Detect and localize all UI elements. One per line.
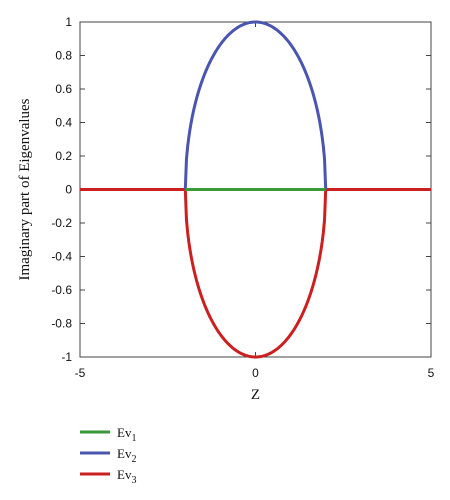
x-tick-label: -5 xyxy=(75,366,86,380)
legend-label-ev3: Ev3 xyxy=(117,467,136,486)
x-tick-label: 5 xyxy=(428,366,435,380)
y-tick-label: 0.4 xyxy=(55,116,72,130)
y-tick-label: -1 xyxy=(61,350,72,364)
y-tick-label: 0 xyxy=(65,183,72,197)
y-tick-label: -0.8 xyxy=(51,317,72,331)
series-ev2-line xyxy=(183,20,328,190)
y-tick-label: -0.6 xyxy=(51,283,72,297)
y-tick-label: 0.2 xyxy=(55,149,72,163)
y-tick-label: -0.2 xyxy=(51,216,72,230)
legend: Ev1 Ev2 Ev3 xyxy=(80,425,136,486)
series-ev3-line xyxy=(80,188,431,359)
legend-label-ev1: Ev1 xyxy=(117,425,136,444)
y-tick-label: -0.4 xyxy=(51,250,72,264)
y-tick-label: 1 xyxy=(65,15,72,29)
x-axis-title: Z xyxy=(251,387,260,403)
y-tick-label: 0.8 xyxy=(55,49,72,63)
legend-label-ev2: Ev2 xyxy=(117,446,136,465)
y-axis-title: Imaginary part of Eigenvalues xyxy=(17,98,33,280)
y-tick-label: 0.6 xyxy=(55,82,72,96)
x-tick-label: 0 xyxy=(252,366,259,380)
